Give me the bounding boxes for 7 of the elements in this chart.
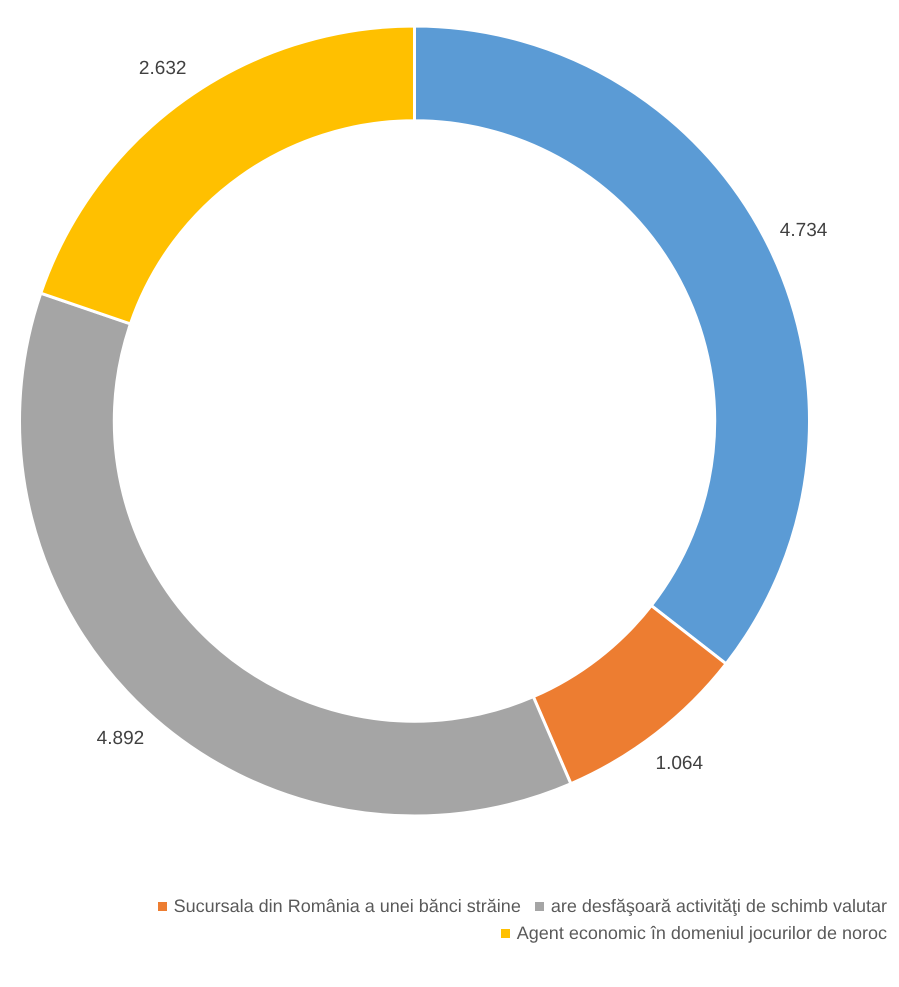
legend-label: Agent economic în domeniul jocurilor de noroc <box>516 923 887 944</box>
legend-label: are desfăşoară activităţi de schimb valutar <box>550 896 887 917</box>
legend-label: Sucursala din România a unei bănci străine <box>174 896 521 917</box>
data-label: 2.632 <box>138 58 186 79</box>
data-label: 4.734 <box>780 220 828 242</box>
data-label: 1.064 <box>656 752 704 774</box>
data-label: 4.892 <box>96 728 144 750</box>
